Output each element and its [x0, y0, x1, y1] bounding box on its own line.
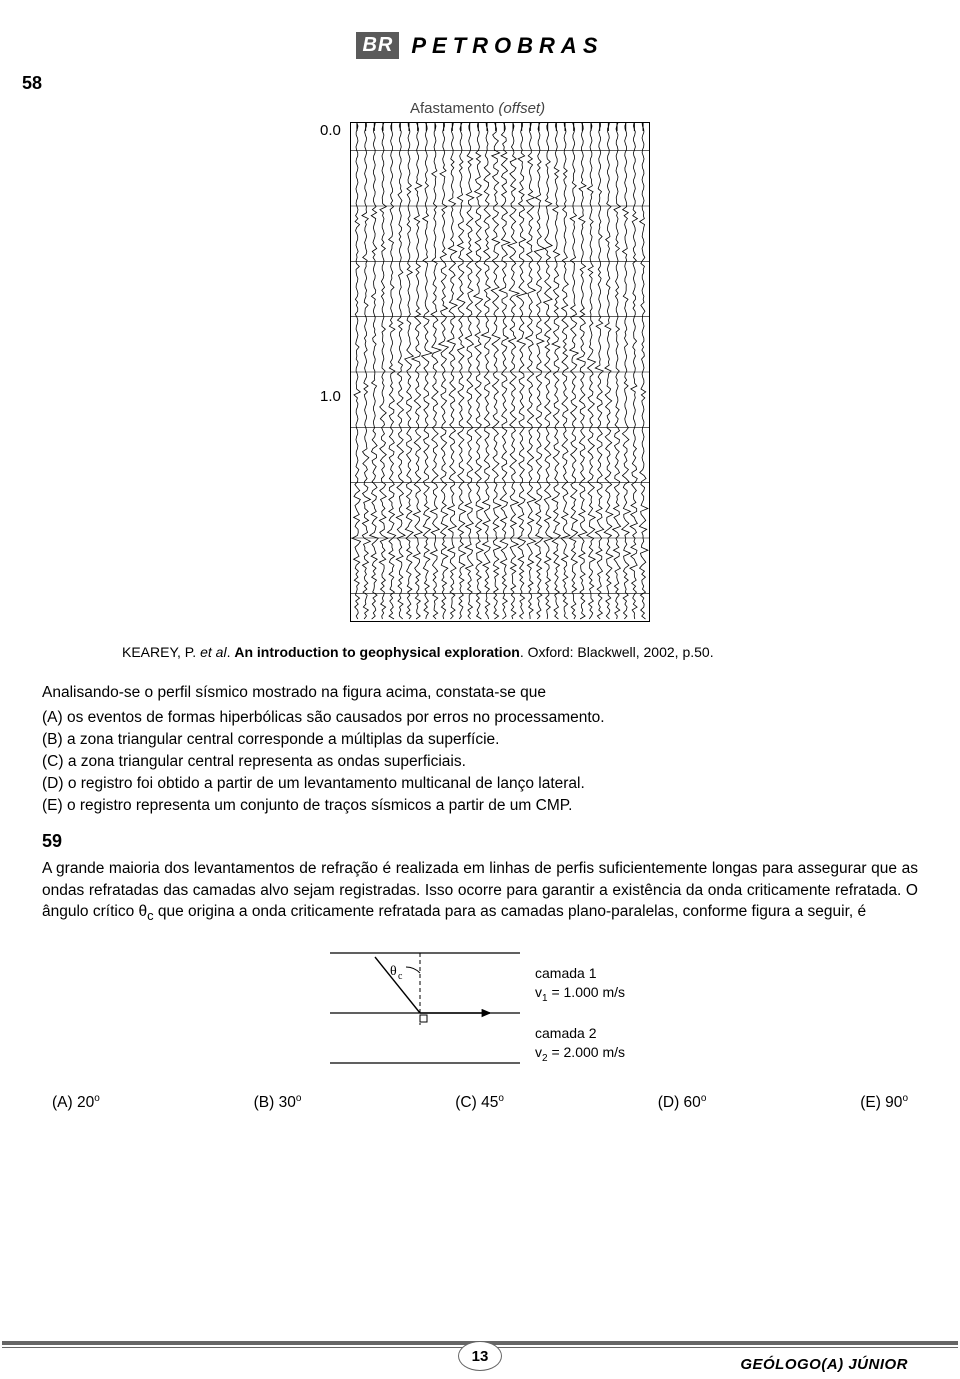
- svg-text:camada 1: camada 1: [535, 965, 597, 981]
- q58-option-D: (D) o registro foi obtido a partir de um…: [42, 773, 918, 795]
- seismic-y-tick-mid: 1.0: [320, 388, 341, 405]
- refraction-figure: θc camada 1 v1 = 1.000 m/s camada 2 v2 = 2.0…: [290, 943, 670, 1073]
- q58-option-C: (C) a zona triangular central representa…: [42, 751, 918, 773]
- brand-full: PETROBRAS: [411, 33, 603, 59]
- citation-title: An introduction to geophysical explorati…: [234, 644, 519, 660]
- page-number: 13: [458, 1341, 502, 1371]
- citation-suffix: . Oxford: Blackwell, 2002, p.50.: [520, 644, 714, 660]
- svg-text:v1 = 1.000 m/s: v1 = 1.000 m/s: [535, 984, 625, 1004]
- q59-option-C: (C) 45o: [455, 1093, 504, 1112]
- svg-text:camada 2: camada 2: [535, 1025, 597, 1041]
- footer-role: GEÓLOGO(A) JÚNIOR: [740, 1356, 908, 1373]
- q59-stem: A grande maioria dos levantamentos de re…: [42, 858, 918, 925]
- citation-prefix: KEAREY, P.: [122, 644, 200, 660]
- q59-options: (A) 20o (B) 30o (C) 45o (D) 60o (E) 90o: [52, 1093, 908, 1112]
- q59-option-D: (D) 60o: [658, 1093, 707, 1112]
- q58-option-E: (E) o registro representa um conjunto de…: [42, 795, 918, 817]
- seismic-figure: Afastamento (offset) 0.0 1.0: [290, 100, 670, 632]
- seismic-title-plain: Afastamento: [410, 100, 498, 117]
- citation: KEAREY, P. et al. An introduction to geo…: [122, 644, 838, 660]
- q58-option-A: (A) os eventos de formas hiperbólicas sã…: [42, 707, 918, 729]
- q58-stem: Analisando-se o perfil sísmico mostrado …: [42, 682, 918, 703]
- q59-stem-tail: que origina a onda criticamente refratad…: [154, 903, 867, 920]
- seismic-title-italic: (offset): [498, 100, 545, 117]
- refraction-figure-wrapper: θc camada 1 v1 = 1.000 m/s camada 2 v2 = 2.0…: [42, 943, 918, 1073]
- q59-option-B: (B) 30o: [254, 1093, 302, 1112]
- q59-option-A: (A) 20o: [52, 1093, 100, 1112]
- svg-text:c: c: [398, 971, 403, 982]
- q58-options: (A) os eventos de formas hiperbólicas sã…: [42, 707, 918, 817]
- seismic-figure-wrapper: Afastamento (offset) 0.0 1.0: [42, 100, 918, 632]
- brand-short-box: BR: [356, 32, 399, 59]
- question-number-59: 59: [42, 831, 918, 852]
- seismic-plot: [350, 122, 650, 622]
- svg-text:θ: θ: [390, 964, 397, 979]
- question-number-58: 58: [22, 73, 918, 94]
- seismic-figure-title: Afastamento (offset): [410, 100, 545, 117]
- q58-option-B: (B) a zona triangular central correspond…: [42, 729, 918, 751]
- header: BR PETROBRAS: [42, 32, 918, 59]
- citation-etal: et al: [200, 644, 226, 660]
- svg-text:v2 = 2.000 m/s: v2 = 2.000 m/s: [535, 1044, 625, 1064]
- q59-option-E: (E) 90o: [860, 1093, 908, 1112]
- seismic-y-tick-top: 0.0: [320, 122, 341, 139]
